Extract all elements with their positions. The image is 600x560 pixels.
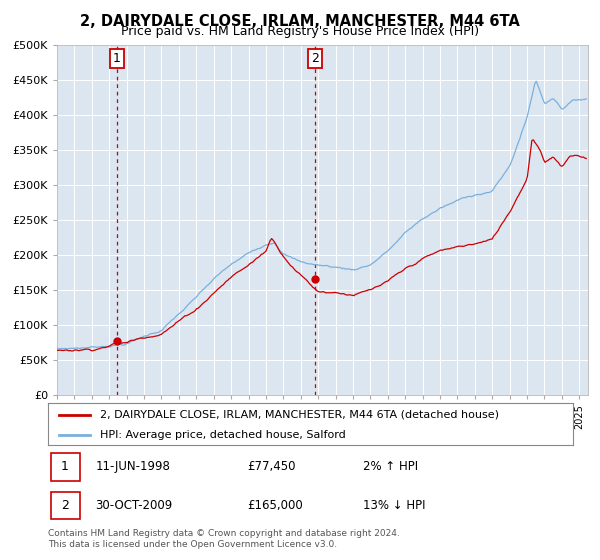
Text: 2, DAIRYDALE CLOSE, IRLAM, MANCHESTER, M44 6TA: 2, DAIRYDALE CLOSE, IRLAM, MANCHESTER, M… [80,14,520,29]
Text: 11-JUN-1998: 11-JUN-1998 [95,460,170,473]
Text: 2% ↑ HPI: 2% ↑ HPI [363,460,418,473]
Text: 2: 2 [311,52,319,65]
Text: 2: 2 [61,499,69,512]
Text: 1: 1 [113,52,121,65]
Text: 30-OCT-2009: 30-OCT-2009 [95,499,173,512]
Text: 2, DAIRYDALE CLOSE, IRLAM, MANCHESTER, M44 6TA (detached house): 2, DAIRYDALE CLOSE, IRLAM, MANCHESTER, M… [101,410,499,420]
FancyBboxPatch shape [50,492,79,519]
Text: Contains HM Land Registry data © Crown copyright and database right 2024.
This d: Contains HM Land Registry data © Crown c… [48,529,400,549]
Text: 13% ↓ HPI: 13% ↓ HPI [363,499,425,512]
Text: HPI: Average price, detached house, Salford: HPI: Average price, detached house, Salf… [101,430,346,440]
Text: Price paid vs. HM Land Registry's House Price Index (HPI): Price paid vs. HM Land Registry's House … [121,25,479,38]
Text: 1: 1 [61,460,69,473]
Text: £165,000: £165,000 [248,499,303,512]
Text: £77,450: £77,450 [248,460,296,473]
FancyBboxPatch shape [50,453,79,480]
